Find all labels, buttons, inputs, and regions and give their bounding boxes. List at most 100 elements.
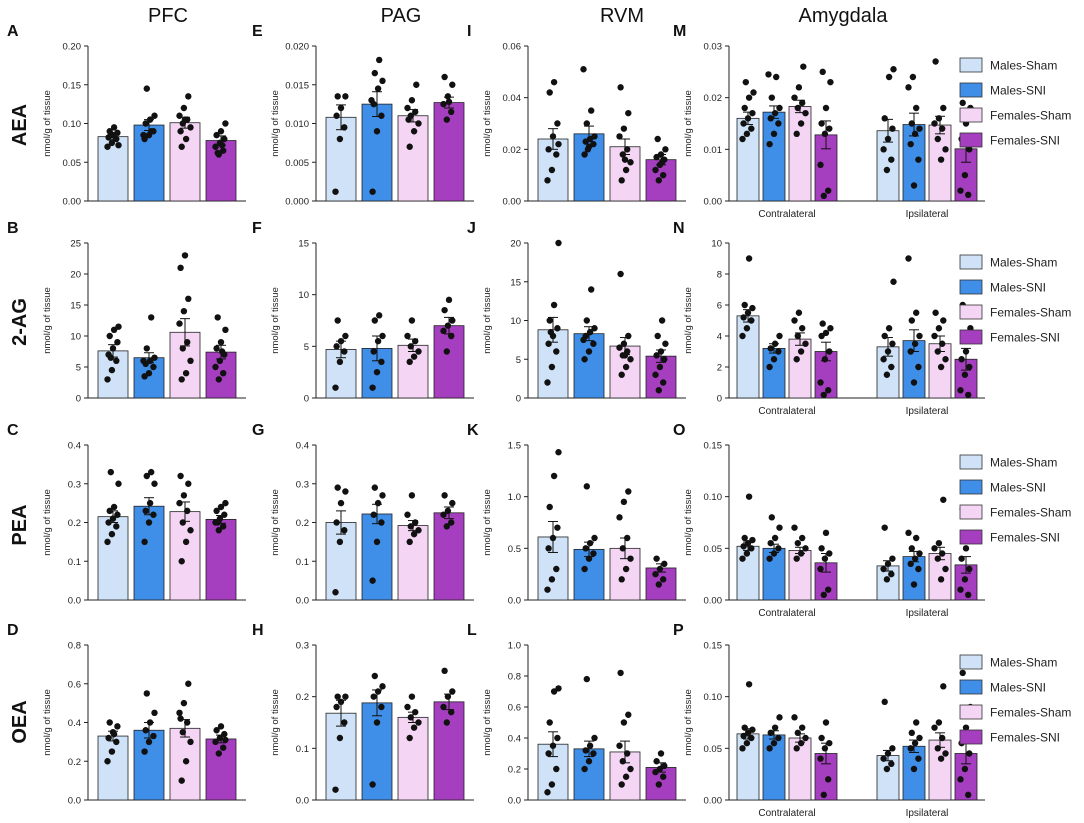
data-point: [373, 128, 381, 135]
data-point: [407, 343, 414, 350]
legend-swatch: [959, 504, 983, 520]
data-point: [768, 514, 775, 521]
data-point: [178, 143, 185, 150]
data-point: [826, 739, 833, 747]
data-point: [406, 358, 413, 366]
data-point: [374, 688, 382, 695]
data-point: [177, 128, 184, 135]
data-point: [341, 124, 348, 131]
data-point: [187, 357, 194, 364]
data-point: [907, 348, 914, 355]
bar: [361, 702, 393, 801]
data-point: [221, 135, 228, 143]
data-point: [368, 97, 375, 104]
data-point: [110, 124, 118, 131]
data-point: [627, 765, 634, 773]
bar: [433, 701, 465, 801]
data-point: [793, 130, 800, 138]
legend-row-3: Males-Sham Males-SNI Females-Sham Females-S…: [959, 454, 1071, 545]
data-point: [590, 550, 597, 557]
data-point: [625, 109, 632, 117]
y-tick-label: 0.02: [503, 145, 522, 156]
data-point: [966, 565, 973, 573]
legend-swatch: [959, 107, 983, 123]
data-point: [775, 734, 782, 742]
data-point: [767, 539, 774, 547]
data-point: [332, 384, 339, 391]
data-point: [745, 493, 753, 500]
data-point: [590, 140, 597, 148]
data-point: [793, 356, 800, 363]
data-point: [115, 323, 122, 330]
data-point: [415, 719, 422, 726]
data-point: [548, 363, 556, 371]
data-point: [415, 527, 422, 534]
data-point: [934, 555, 941, 562]
data-point: [771, 109, 779, 117]
data-point: [773, 73, 780, 81]
y-tick-label: 0.00: [503, 197, 522, 208]
data-point: [748, 317, 755, 324]
data-point: [581, 356, 588, 363]
data-point: [549, 742, 557, 749]
y-tick-label: 0.015: [285, 80, 309, 91]
data-point: [624, 750, 631, 757]
data-point: [143, 690, 150, 697]
data-point: [410, 353, 418, 360]
y-tick-label: 0.010: [285, 119, 309, 130]
data-point: [107, 468, 115, 476]
data-point: [222, 736, 229, 744]
data-point: [744, 115, 752, 122]
y-tick-label: 0.10: [704, 692, 723, 703]
y-tick-label: 0.6: [68, 679, 81, 690]
data-point: [214, 314, 221, 321]
data-point: [966, 363, 973, 371]
y-tick-label: 0.4: [68, 441, 81, 452]
data-point: [653, 352, 660, 359]
data-point: [333, 343, 340, 350]
data-point: [931, 724, 938, 731]
y-axis-label: nmol/g of tissue: [42, 287, 53, 354]
data-point: [619, 151, 626, 158]
legend-swatch: [959, 304, 983, 320]
data-point: [544, 586, 551, 593]
data-point: [799, 99, 806, 107]
y-tick-label: 0.0: [508, 796, 521, 807]
data-point: [373, 719, 381, 726]
data-point: [215, 376, 222, 383]
data-point: [333, 703, 340, 711]
data-point: [940, 317, 947, 324]
row-label-pea: PEA: [9, 504, 31, 545]
panel-i: I 0.00 0.02 0.04 0.06 nmol/g of tissue: [467, 23, 686, 208]
data-point: [748, 125, 755, 132]
data-point: [176, 320, 183, 327]
data-point: [881, 698, 888, 706]
data-point: [619, 758, 626, 765]
y-axis-label: nmol/g of tissue: [42, 689, 53, 756]
data-point: [150, 732, 157, 740]
data-point: [748, 545, 755, 552]
bar: [133, 357, 165, 399]
data-point: [655, 781, 662, 788]
data-point: [184, 719, 191, 726]
data-point: [181, 116, 189, 123]
data-point: [146, 719, 154, 726]
data-point: [916, 125, 923, 132]
bar: [788, 338, 812, 399]
data-point: [114, 129, 121, 136]
data-point: [333, 519, 340, 526]
data-point: [791, 94, 798, 101]
data-point: [220, 523, 227, 530]
data-point: [909, 73, 917, 81]
data-point: [545, 750, 552, 757]
data-point: [915, 156, 922, 163]
data-point: [791, 714, 798, 721]
data-point: [582, 545, 589, 552]
column-title-rvm: RVM: [600, 5, 644, 27]
data-point: [739, 745, 746, 752]
data-point: [444, 693, 452, 700]
data-point: [379, 332, 386, 340]
data-point: [181, 252, 189, 259]
data-point: [819, 320, 826, 327]
data-point: [657, 348, 665, 355]
